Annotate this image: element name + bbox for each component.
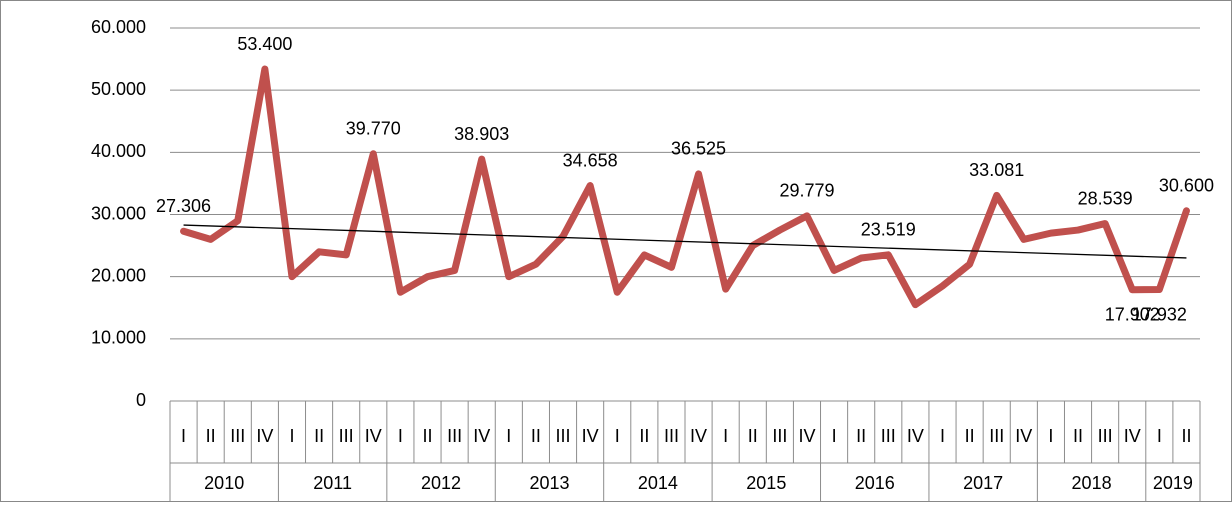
x-tick-label: II — [856, 426, 866, 446]
x-tick-label: IV — [1124, 426, 1141, 446]
x-tick-label: I — [1048, 426, 1053, 446]
x-tick-label: II — [314, 426, 324, 446]
x-tick-label: II — [1073, 426, 1083, 446]
x-tick-label: II — [531, 426, 541, 446]
data-label: 29.779 — [779, 181, 834, 201]
x-group-label: 2019 — [1153, 473, 1193, 493]
x-group-label: 2012 — [421, 473, 461, 493]
x-tick-label: III — [664, 426, 679, 446]
trendline — [183, 224, 1187, 259]
x-tick-label: I — [940, 426, 945, 446]
data-label: 36.525 — [671, 139, 726, 159]
x-tick-label: I — [723, 426, 728, 446]
x-group-label: 2010 — [204, 473, 244, 493]
x-tick-label: II — [422, 426, 432, 446]
x-tick-label: IV — [907, 426, 924, 446]
x-tick-label: III — [447, 426, 462, 446]
x-tick-label: II — [1181, 426, 1191, 446]
data-label: 17.902 — [1105, 304, 1160, 324]
data-label: 30.600 — [1159, 176, 1214, 196]
data-label: 39.770 — [346, 119, 401, 139]
x-tick-label: III — [339, 426, 354, 446]
x-group-label: 2016 — [855, 473, 895, 493]
y-tick-label: 50.000 — [91, 79, 146, 99]
y-tick-label: 20.000 — [91, 265, 146, 285]
data-label: 17.932 — [1132, 304, 1187, 324]
x-tick-label: III — [881, 426, 896, 446]
x-tick-label: IV — [1015, 426, 1032, 446]
x-tick-label: II — [748, 426, 758, 446]
x-tick-label: I — [832, 426, 837, 446]
x-tick-label: III — [1098, 426, 1113, 446]
x-tick-label: I — [615, 426, 620, 446]
x-tick-label: I — [506, 426, 511, 446]
y-tick-label: 10.000 — [91, 328, 146, 348]
x-tick-label: I — [289, 426, 294, 446]
x-tick-label: IV — [690, 426, 707, 446]
data-label: 28.539 — [1078, 188, 1133, 208]
data-label: 33.081 — [969, 160, 1024, 180]
x-tick-label: IV — [582, 426, 599, 446]
y-tick-label: 40.000 — [91, 141, 146, 161]
x-group-label: 2011 — [313, 473, 352, 493]
x-group-label: 2017 — [963, 473, 1003, 493]
x-tick-label: IV — [473, 426, 490, 446]
y-tick-label: 30.000 — [91, 203, 146, 223]
y-tick-label: 0 — [136, 390, 146, 410]
x-tick-label: III — [989, 426, 1004, 446]
x-tick-label: III — [230, 426, 245, 446]
x-tick-label: III — [772, 426, 787, 446]
x-group-label: 2018 — [1072, 473, 1112, 493]
x-tick-label: I — [398, 426, 403, 446]
x-tick-label: I — [181, 426, 186, 446]
x-group-label: 2014 — [638, 473, 678, 493]
x-group-label: 2013 — [529, 473, 569, 493]
x-tick-label: IV — [256, 426, 273, 446]
x-tick-label: IV — [798, 426, 815, 446]
x-tick-label: II — [206, 426, 216, 446]
x-tick-label: III — [556, 426, 571, 446]
x-tick-label: I — [1157, 426, 1162, 446]
data-label: 23.519 — [861, 220, 916, 240]
data-label: 53.400 — [237, 34, 292, 54]
x-tick-label: II — [639, 426, 649, 446]
data-label: 34.658 — [563, 150, 618, 170]
line-series — [180, 65, 1190, 309]
data-label: 38.903 — [454, 124, 509, 144]
y-tick-label: 60.000 — [91, 17, 146, 37]
data-label: 27.306 — [156, 196, 211, 216]
x-tick-label: IV — [365, 426, 382, 446]
x-tick-label: II — [965, 426, 975, 446]
x-group-label: 2015 — [746, 473, 786, 493]
